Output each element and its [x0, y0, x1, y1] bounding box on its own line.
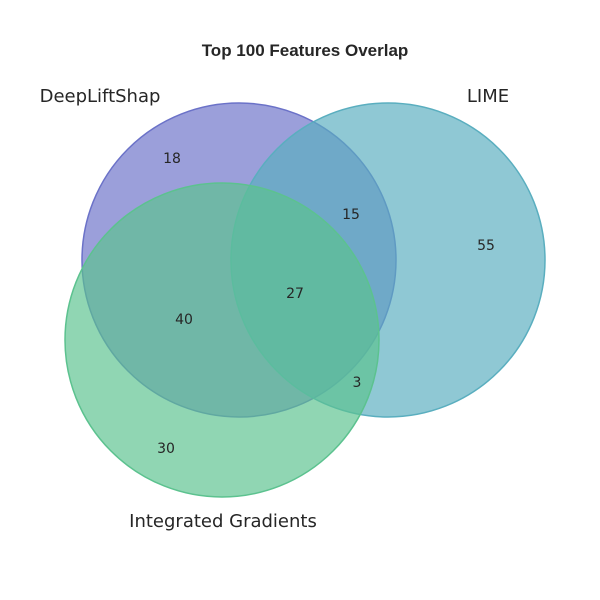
set-label-lime: LIME — [467, 86, 509, 107]
region-label-deepliftshap: 18 — [163, 151, 181, 167]
region-labels-layer: 18 55 30 15 40 3 27 — [157, 151, 495, 457]
region-label-deepliftshap-and-integrated-gradients: 40 — [175, 312, 193, 328]
region-label-integrated-gradients: 30 — [157, 441, 175, 457]
set-label-integrated-gradients: Integrated Gradients — [129, 511, 317, 532]
circles-layer — [64, 102, 546, 498]
chart-title: Top 100 Features Overlap — [202, 41, 409, 60]
region-label-deepliftshap-and-lime: 15 — [342, 207, 360, 223]
set-label-deepliftshap: DeepLiftShap — [40, 86, 161, 107]
set-labels-layer: DeepLiftShap LIME Integrated Gradients — [40, 86, 510, 532]
region-label-lime-and-integrated-gradients: 3 — [353, 375, 362, 391]
set-circle-integrated-gradients — [64, 182, 380, 498]
region-label-lime: 55 — [477, 238, 495, 254]
region-label-deepliftshap-and-lime-and-integrated-gradients: 27 — [286, 286, 304, 302]
